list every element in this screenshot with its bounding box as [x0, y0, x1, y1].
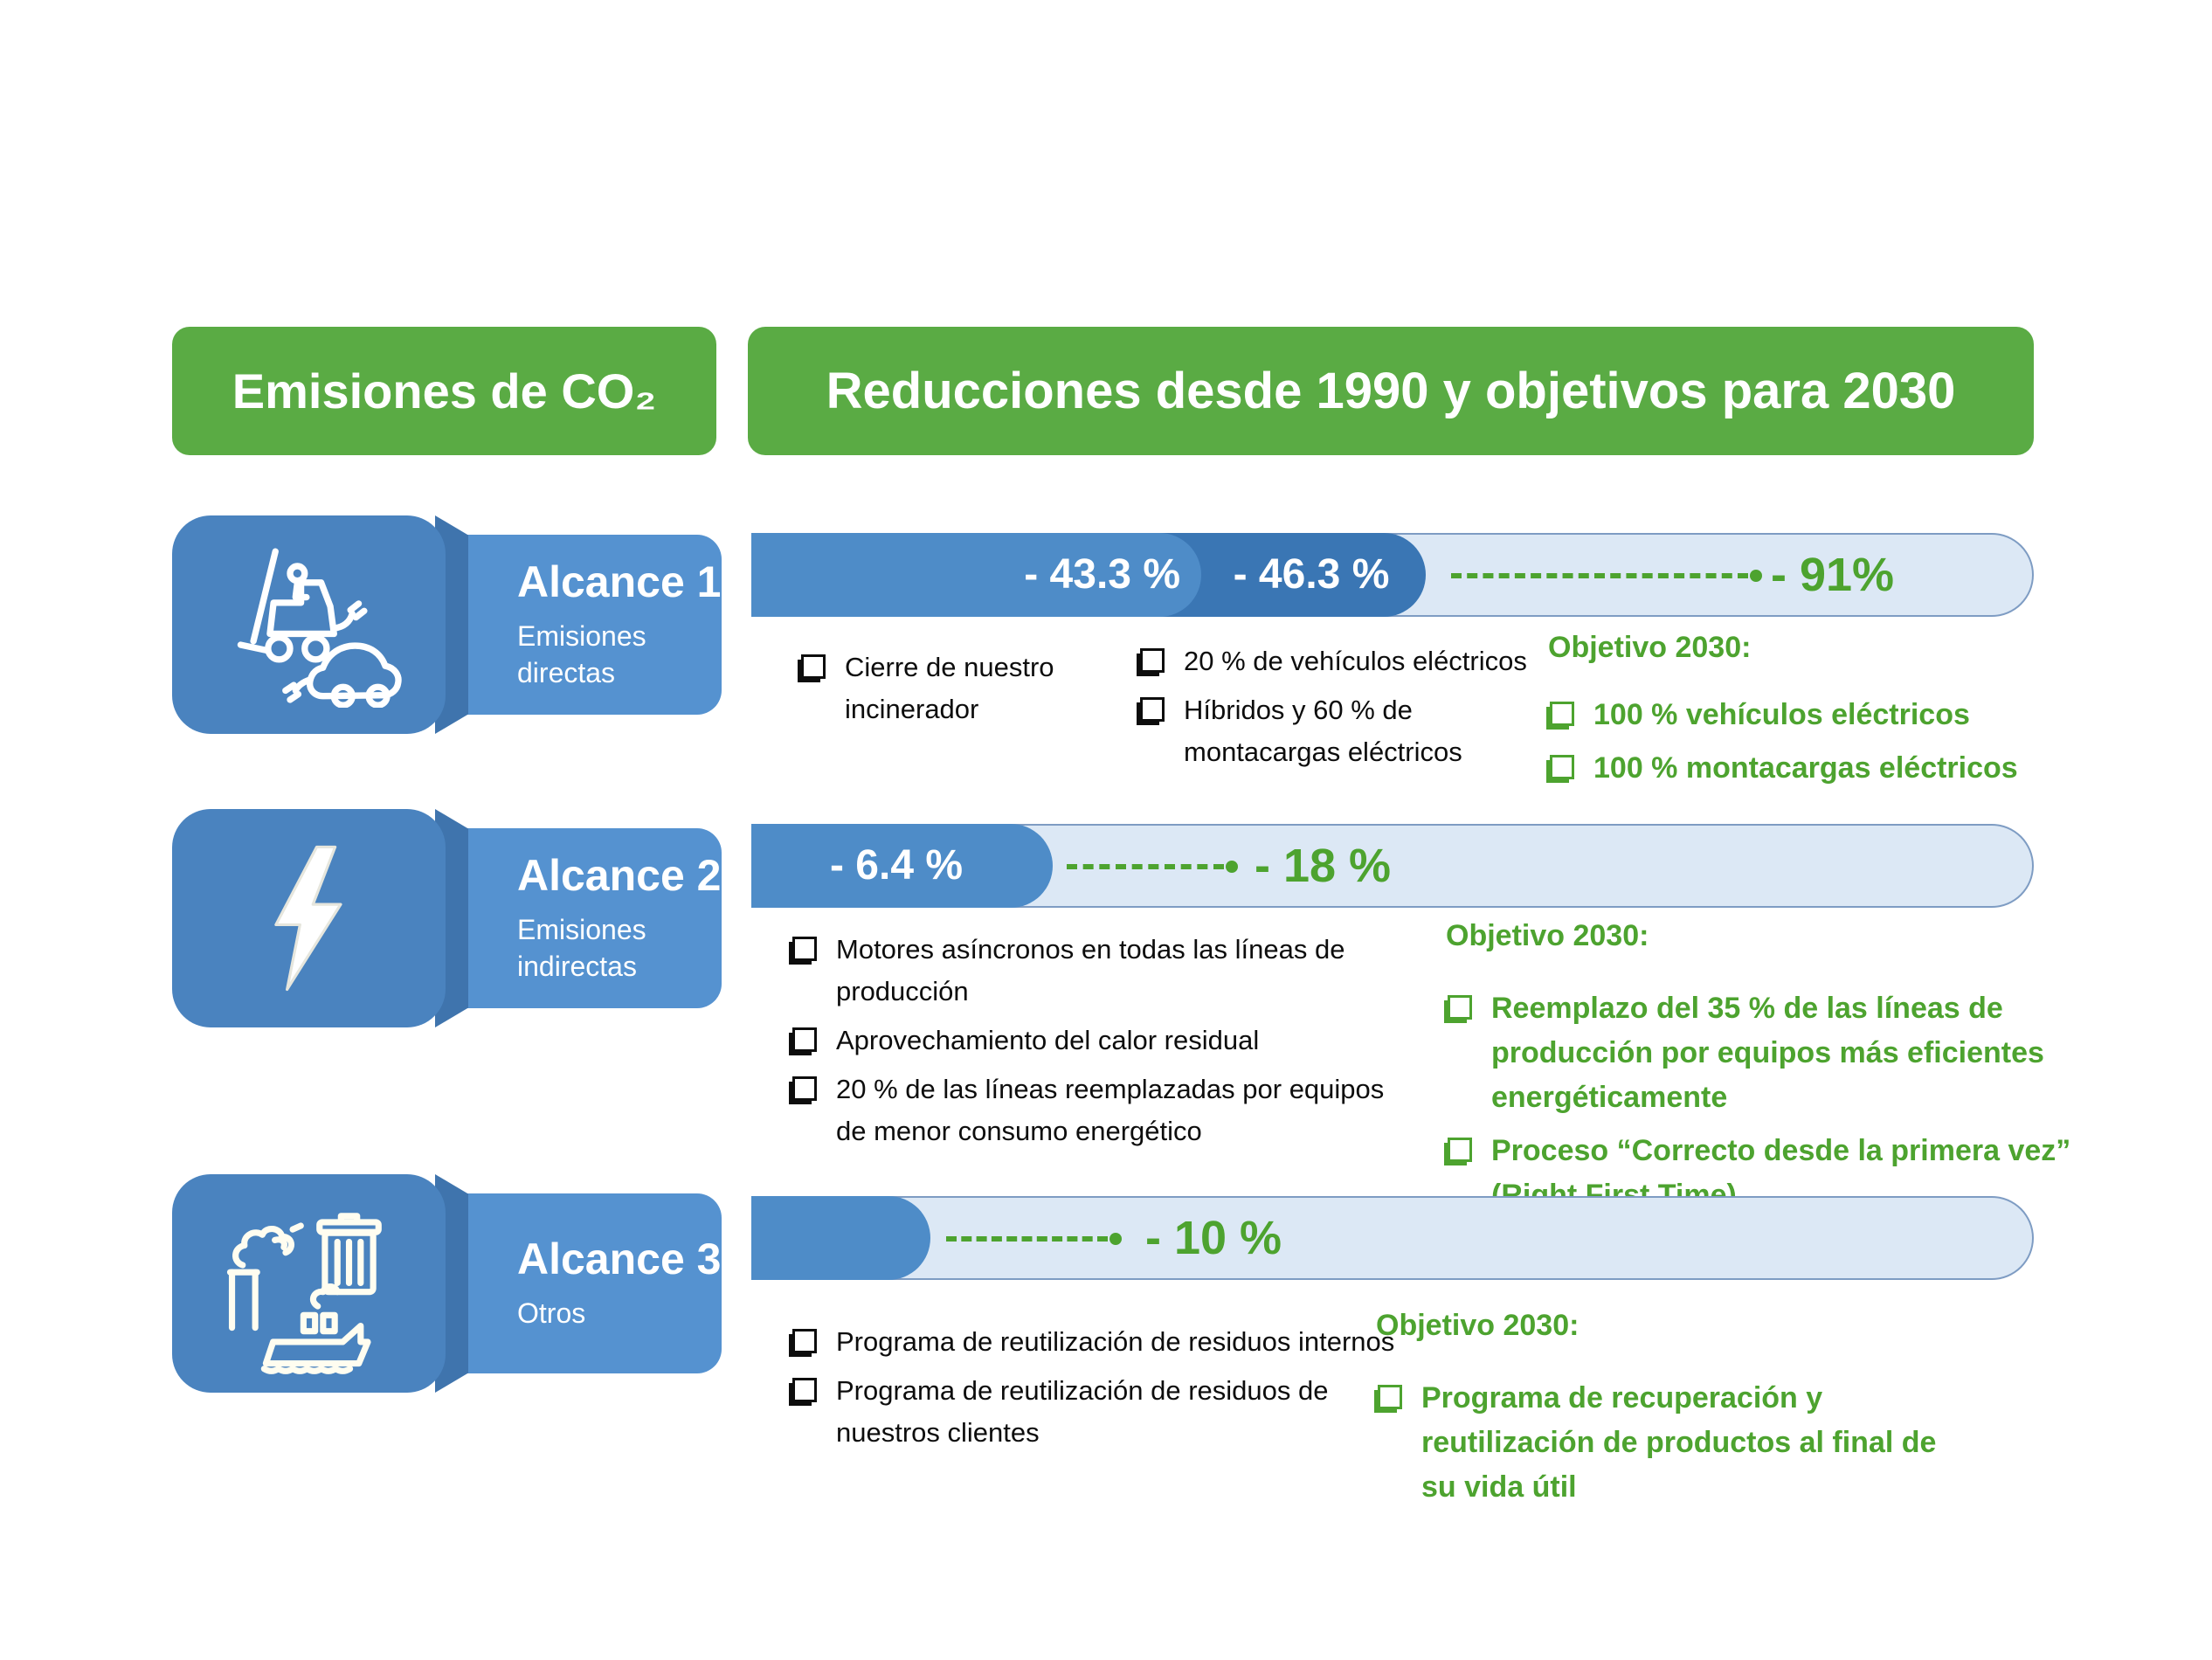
row1-label-box: Alcance 1 Emisiones directas	[444, 535, 722, 715]
checkbox-bullet-icon	[1378, 1385, 1402, 1409]
row3-icon-box	[172, 1174, 446, 1393]
objective-item: 100 % montacargas eléctricos	[1548, 746, 2072, 791]
row1-segment1-value: - 43.3 %	[1024, 551, 1180, 598]
checkbox-bullet-icon	[792, 1027, 817, 1053]
row2-icon-box	[172, 809, 446, 1027]
objective-item-text: Programa de recuperación y reutilización…	[1421, 1381, 1937, 1504]
row3-bullets-column-1: Programa de reutilización de residuos in…	[791, 1321, 1402, 1461]
checkbox-bullet-icon	[1448, 995, 1472, 1020]
row1-objective-2030: Objetivo 2030: 100 % vehículos eléctrico…	[1548, 631, 2072, 799]
objective-heading: Objetivo 2030:	[1548, 631, 1752, 664]
checkbox-bullet-icon	[1140, 648, 1165, 673]
checkbox-bullet-icon	[792, 1076, 817, 1102]
header-emissions-label: Emisiones de CO₂	[232, 363, 657, 418]
checkbox-bullet-icon	[801, 654, 826, 679]
row2-segment1-value: - 6.4 %	[829, 842, 964, 889]
row1-bullets-column-2: 20 % de vehículos eléctricos Híbridos y …	[1138, 640, 1531, 780]
factory-ship-trash-icon	[226, 1212, 382, 1374]
checklist-item: Aprovechamiento del calor residual	[791, 1020, 1393, 1062]
checklist-item: Programa de reutilización de residuos in…	[791, 1321, 1402, 1363]
checkbox-bullet-icon	[1448, 1138, 1472, 1162]
checkbox-bullet-icon	[1550, 702, 1574, 726]
checklist-item: 20 % de vehículos eléctricos	[1138, 640, 1531, 682]
checklist-item-text: Motores asíncronos en todas las líneas d…	[836, 934, 1345, 1007]
objective-item-text: 100 % vehículos eléctricos	[1593, 698, 1970, 731]
objective-item-text: 100 % montacargas eléctricos	[1593, 751, 2018, 785]
checklist-item-text: 20 % de las líneas reemplazadas por equi…	[836, 1074, 1385, 1147]
row1-bullets-column-1: Cierre de nuestro incinerador	[799, 647, 1131, 737]
checkbox-bullet-icon	[792, 1329, 817, 1353]
row3-label-box: Alcance 3 Otros	[444, 1193, 722, 1373]
objective-heading: Objetivo 2030:	[1376, 1309, 1580, 1342]
row2-target-dashed-line	[1067, 861, 1238, 873]
lightning-bolt-icon	[273, 845, 342, 992]
row3-progress-bar: - 10 %	[751, 1196, 2034, 1280]
checklist-item: Híbridos y 60 % de montacargas eléctrico…	[1138, 689, 1531, 773]
row2-target-value: - 18 %	[1255, 840, 1392, 892]
row3-objective-2030: Objetivo 2030: Programa de recuperación …	[1376, 1309, 1970, 1518]
row2-bar-segment-1	[751, 824, 1053, 908]
row3-bar-segment-1	[751, 1196, 930, 1280]
row1-progress-bar: - 43.3 % - 46.3 % - 91%	[751, 533, 2034, 617]
objective-item-text: Reemplazo del 35 % de las líneas de prod…	[1491, 992, 2044, 1114]
row2-title: Alcance 2	[517, 850, 722, 900]
header-emissions-title: Emisiones de CO₂	[172, 327, 716, 455]
row3-subtitle: Otros	[517, 1297, 586, 1329]
checklist-item-text: Programa de reutilización de residuos de…	[836, 1375, 1329, 1449]
checklist-item: Programa de reutilización de residuos de…	[791, 1370, 1402, 1454]
objective-item: Programa de recuperación y reutilización…	[1376, 1376, 1970, 1510]
checkbox-bullet-icon	[1550, 755, 1574, 779]
row1-title: Alcance 1	[517, 557, 722, 606]
checklist-item-text: Programa de reutilización de residuos in…	[836, 1326, 1395, 1357]
row1-target-value: - 91%	[1771, 549, 1895, 601]
objective-item: Reemplazo del 35 % de las líneas de prod…	[1446, 986, 2092, 1120]
checkbox-bullet-icon	[792, 1378, 817, 1403]
checklist-item: Cierre de nuestro incinerador	[799, 647, 1131, 730]
row3-target-value: - 10 %	[1145, 1212, 1282, 1264]
checklist-item: 20 % de las líneas reemplazadas por equi…	[791, 1069, 1393, 1152]
row3-title: Alcance 3	[517, 1234, 722, 1283]
row2-objective-2030: Objetivo 2030: Reemplazo del 35 % de las…	[1446, 919, 2092, 1227]
forklift-electric-car-icon	[237, 548, 402, 708]
header-reductions-title: Reducciones desde 1990 y objetivos para …	[748, 327, 2034, 455]
row2-label-box: Alcance 2 Emisiones indirectas	[444, 828, 722, 1008]
checklist-item-text: Aprovechamiento del calor residual	[836, 1025, 1260, 1056]
checklist-item-text: 20 % de vehículos eléctricos	[1184, 646, 1527, 676]
checklist-item: Motores asíncronos en todas las líneas d…	[791, 929, 1393, 1013]
checklist-item-text: Cierre de nuestro incinerador	[845, 652, 1054, 725]
checkbox-bullet-icon	[792, 937, 817, 961]
row2-bullets-column-1: Motores asíncronos en todas las líneas d…	[791, 929, 1393, 1159]
row1-subtitle: Emisiones directas	[517, 619, 646, 688]
checkbox-bullet-icon	[1140, 697, 1165, 723]
header-reductions-label: Reducciones desde 1990 y objetivos para …	[826, 363, 1956, 419]
row2-progress-bar: - 6.4 % - 18 %	[751, 824, 2034, 908]
row1-segment2-value: - 46.3 %	[1233, 551, 1390, 598]
objective-item: 100 % vehículos eléctricos	[1548, 693, 2072, 737]
row1-bar-segment-1	[751, 533, 1201, 617]
row3-target-dashed-line	[946, 1233, 1122, 1245]
objective-heading: Objetivo 2030:	[1446, 919, 1649, 952]
row1-target-dashed-line	[1451, 570, 1762, 582]
row1-icon-box	[172, 515, 446, 734]
checklist-item-text: Híbridos y 60 % de montacargas eléctrico…	[1184, 695, 1462, 768]
row2-subtitle: Emisiones indirectas	[517, 913, 646, 982]
